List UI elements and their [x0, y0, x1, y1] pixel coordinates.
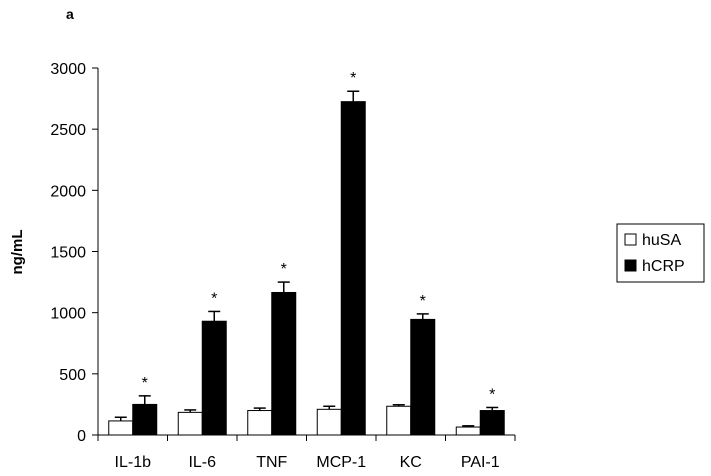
bar-hCRP — [201, 320, 227, 436]
bar-hCRP — [410, 318, 436, 436]
category-label: KC — [400, 454, 422, 471]
legend-swatch — [624, 259, 637, 272]
y-axis-title: ng/mL — [9, 230, 26, 275]
significance-marker: * — [420, 293, 426, 310]
bar-huSA — [108, 420, 134, 436]
legend-label: huSA — [642, 232, 681, 249]
y-tick-label: 1000 — [50, 306, 86, 323]
y-tick-label: 2000 — [50, 183, 86, 200]
legend-swatch — [624, 233, 637, 246]
bar-huSA — [455, 426, 481, 436]
category-label: IL-6 — [188, 454, 216, 471]
category-label: PAI-1 — [461, 454, 500, 471]
bar-huSA — [386, 405, 412, 436]
category-label: IL-1b — [115, 454, 152, 471]
legend-label: hCRP — [642, 258, 685, 275]
bar-hCRP — [479, 410, 505, 436]
category-label: MCP-1 — [316, 454, 366, 471]
significance-marker: * — [211, 290, 217, 307]
bar-hCRP — [271, 291, 297, 436]
bar-huSA — [316, 408, 342, 436]
significance-marker: * — [281, 261, 287, 278]
y-tick-label: 0 — [77, 428, 86, 445]
bar-huSA — [247, 410, 273, 436]
bar-hCRP — [340, 101, 366, 436]
significance-marker: * — [142, 375, 148, 392]
significance-marker: * — [350, 70, 356, 87]
plot-area: 0 500 1000 1500 2000 2500 3000 * IL-1b * IL-6 * TNF *… — [50, 61, 516, 471]
y-tick-label: 500 — [59, 367, 86, 384]
y-tick-label: 1500 — [50, 245, 86, 262]
category-label: TNF — [256, 454, 287, 471]
bar-hCRP — [132, 403, 158, 436]
y-tick-label: 2500 — [50, 122, 86, 139]
bar-huSA — [177, 411, 203, 436]
y-tick-label: 3000 — [50, 61, 86, 78]
legend: huSA hCRP — [616, 223, 705, 283]
panel-label: a — [66, 6, 74, 22]
significance-marker: * — [489, 386, 495, 403]
